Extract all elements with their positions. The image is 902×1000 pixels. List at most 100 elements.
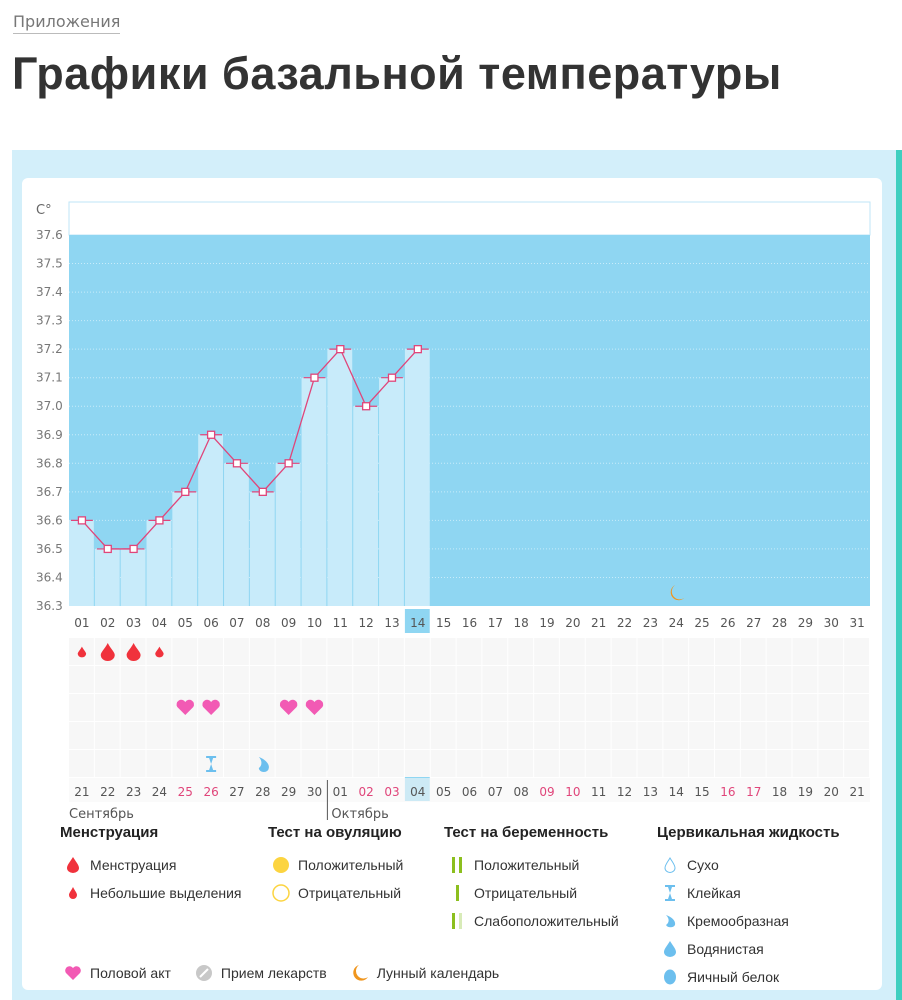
creamy-drop-icon [657,913,683,929]
y-tick-label: 37.2 [36,342,63,356]
date-label: 06 [462,785,477,799]
grid-cell [327,638,353,665]
temperature-point [155,516,164,525]
grid-cell [844,666,869,693]
page-title: Графики базальной температуры [12,48,782,99]
date-label: 21 [849,785,864,799]
legend-label: Лунный календарь [376,965,500,981]
grid-cell [611,722,637,749]
date-label: 10 [565,785,580,799]
grid-cell [456,750,482,777]
grid-cell [740,750,766,777]
temperature-point [387,373,397,382]
legend-label: Клейкая [687,885,741,901]
y-tick-label: 36.9 [36,428,63,442]
grid-cell [404,750,430,777]
grid-cell [559,638,585,665]
temperature-bar [198,434,224,606]
date-label: 26 [203,785,218,799]
date-label: 25 [178,785,193,799]
grid-cell [353,750,379,777]
temperature-bar [69,520,94,606]
temperature-point [336,345,345,354]
heart-icon [305,699,324,715]
grid-cell [353,722,379,749]
scrollbar[interactable] [896,150,902,1000]
temperature-bar [172,491,198,606]
legend-label: Половой акт [90,965,171,981]
grid-cell [559,722,585,749]
grid-cell [714,638,740,665]
grid-cell [585,638,611,665]
grid-cell [249,722,275,749]
date-label: 04 [410,785,425,799]
grid-cell [94,750,120,777]
grid-cell [844,694,869,721]
grid-cell [534,722,559,749]
grid-cell [224,666,249,693]
grid-cell [146,666,172,693]
grid-cell [611,750,637,777]
legend-label: Положительный [474,857,580,873]
temperature-point [232,459,242,468]
grid-cell [611,666,637,693]
cycle-day-label: 28 [772,616,787,630]
y-tick-label: 37.3 [36,314,63,328]
cycle-day-label: 18 [514,616,529,630]
grid-cell [353,638,379,665]
egg-white-icon [657,969,683,985]
faint-line-icon [444,913,470,929]
grid-cell [172,638,198,665]
grid-cell [559,666,585,693]
grid-cell [844,722,869,749]
grid-cell [508,750,534,777]
grid-cell [120,694,146,721]
cycle-day-label: 31 [849,616,864,630]
temperature-point [361,402,371,411]
date-label: 21 [74,785,89,799]
grid-cell [844,638,869,665]
grid-cell [637,750,663,777]
grid-cell [198,666,224,693]
grid-cell [508,694,534,721]
grid-cell [818,722,844,749]
grid-cell [508,666,534,693]
breadcrumb[interactable]: Приложения [13,12,121,34]
grid-cell [663,694,689,721]
grid-cell [327,666,353,693]
grid-cell [534,666,559,693]
grid-cell [172,666,198,693]
temperature-line [81,347,419,550]
grid-cell [275,722,301,749]
date-label: 07 [488,785,503,799]
cycle-day-label: 23 [643,616,658,630]
grid-cell [585,722,611,749]
legend-ovulation: Тест на овуляцию Положительный Отрицател… [268,824,403,907]
date-label: 17 [746,785,761,799]
one-line-icon [444,885,470,901]
cycle-day-label: 16 [462,616,477,630]
grid-cell [637,694,663,721]
blood-drop-icon [100,643,115,661]
grid-cell [818,666,844,693]
date-label: 11 [591,785,606,799]
temperature-bar [301,377,327,606]
grid-cell [611,694,637,721]
grid-cell [585,750,611,777]
date-label: 08 [514,785,529,799]
temperature-point [103,544,112,554]
grid-cell [198,750,224,777]
temperature-point [284,459,293,468]
grid-cell [379,666,404,693]
cycle-day-label: 19 [539,616,554,630]
grid-cell [714,694,740,721]
date-label: 29 [281,785,296,799]
date-label: 16 [720,785,735,799]
grid-cell [224,722,249,749]
date-label: 12 [617,785,632,799]
date-label: 05 [436,785,451,799]
date-label: 27 [229,785,244,799]
date-row-bg [69,778,870,802]
date-label: 22 [100,785,115,799]
legend-other: Половой акт Прием лекарств Лунный календ… [60,959,499,987]
